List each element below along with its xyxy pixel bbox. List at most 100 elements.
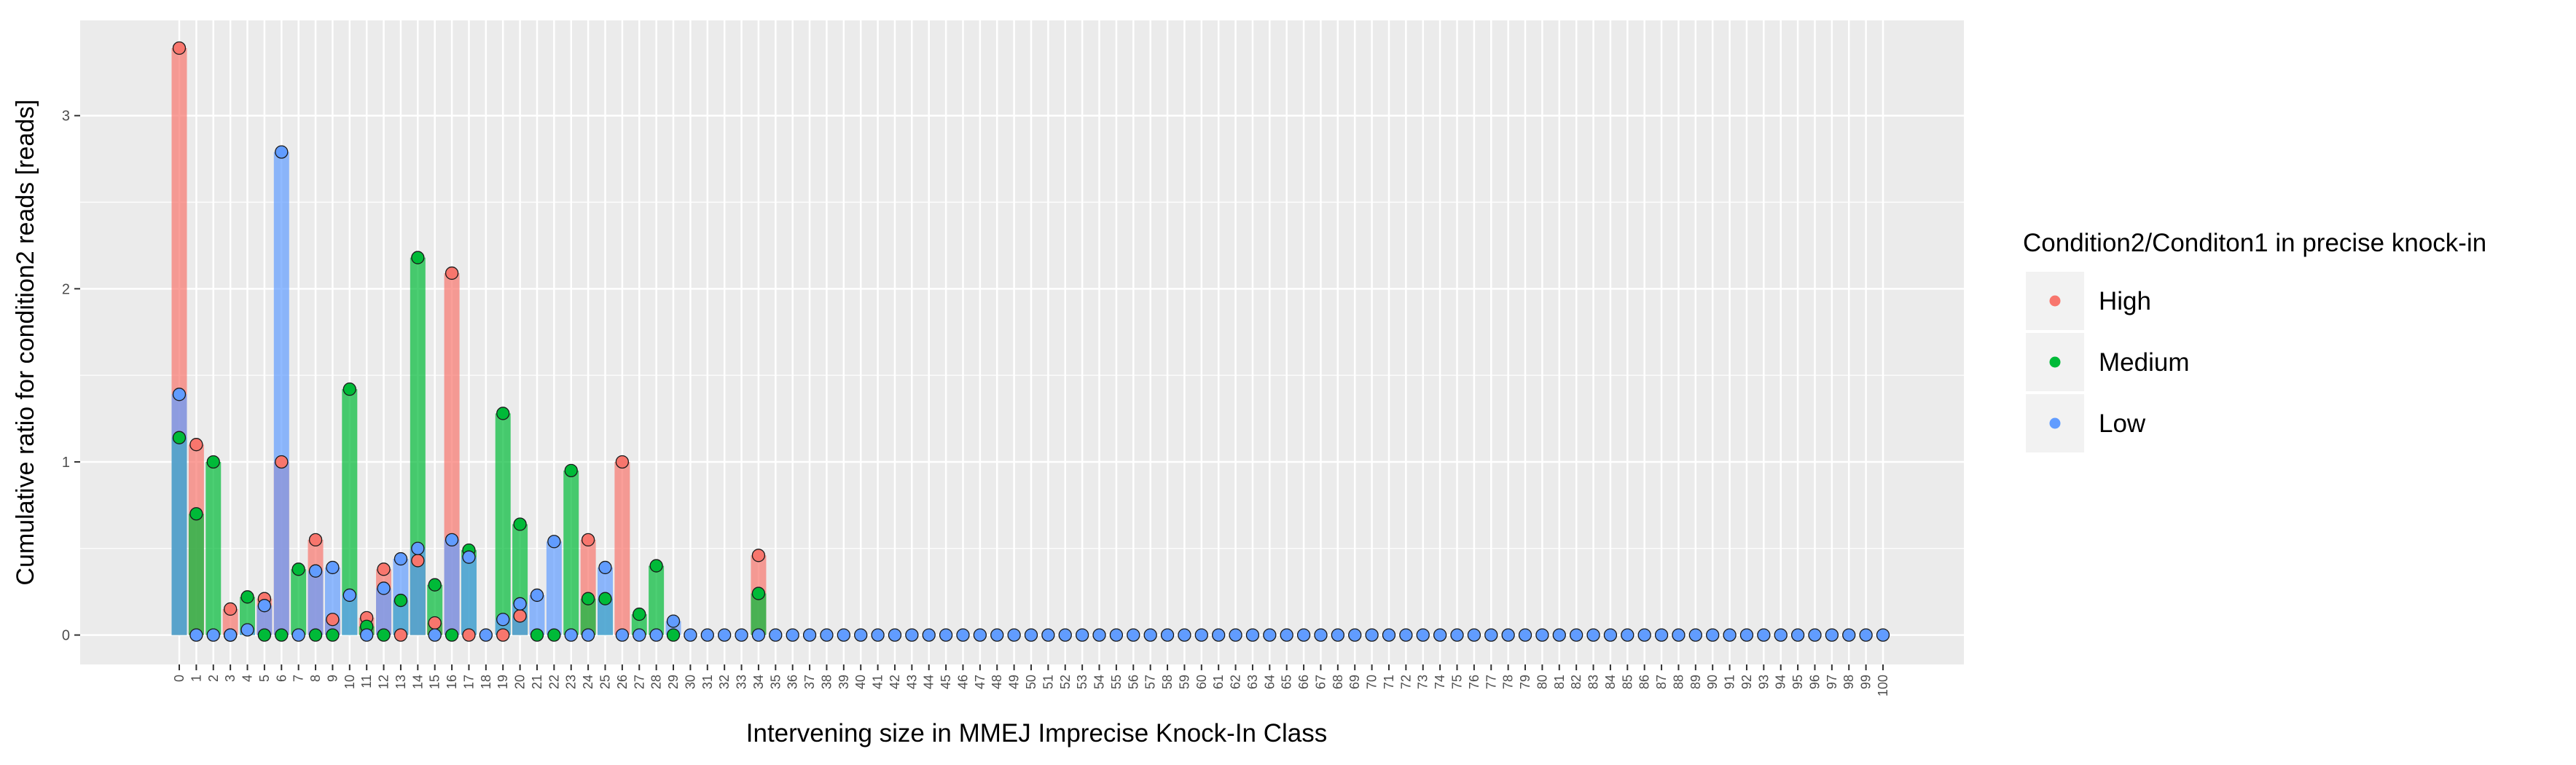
point-low: [1365, 628, 1379, 642]
point-low: [649, 628, 663, 642]
x-tick-label: 15: [428, 675, 442, 689]
bar-medium: [495, 413, 511, 635]
point-low: [973, 628, 987, 642]
x-tick-label: 5: [257, 675, 272, 682]
x-tick-label: 91: [1723, 675, 1737, 689]
point-medium: [581, 592, 595, 605]
x-tick-label: 98: [1841, 675, 1856, 689]
x-tick-label: 82: [1569, 675, 1583, 689]
x-tick-label: 33: [735, 675, 749, 689]
x-tick-label: 37: [802, 675, 817, 689]
point-medium: [206, 455, 220, 469]
point-low: [1825, 628, 1839, 642]
x-tick-label: 25: [598, 675, 613, 689]
point-low: [854, 628, 868, 642]
point-low: [1024, 628, 1038, 642]
point-low: [1790, 628, 1805, 642]
bar-low: [529, 595, 545, 635]
point-low: [666, 614, 681, 628]
bar-low: [171, 394, 187, 635]
bar-high: [222, 608, 238, 635]
x-tick-label: 94: [1774, 675, 1788, 689]
point-medium: [633, 607, 646, 621]
x-tick-label: 7: [291, 675, 306, 682]
point-medium: [172, 431, 187, 444]
point-low: [598, 560, 612, 575]
point-high: [581, 533, 595, 547]
x-tick-label: 36: [786, 675, 800, 689]
x-tick-label: 59: [1177, 675, 1191, 689]
x-tick-label: 3: [223, 675, 238, 682]
point-low: [1348, 628, 1362, 642]
x-tick-label: 63: [1245, 675, 1260, 689]
point-low: [1501, 628, 1515, 642]
x-axis: 0 1 2 3 4 5 6 7 8 9 10 11 12 13 14 15 16 17 18 19 20 21 22 23 24…: [172, 664, 1890, 697]
bar-medium: [188, 514, 204, 635]
point-low: [1382, 628, 1396, 642]
x-tick-label: 34: [751, 675, 766, 689]
point-low: [1688, 628, 1702, 642]
point-low: [189, 628, 203, 642]
x-tick-label: 90: [1705, 675, 1720, 689]
point-low: [1399, 628, 1413, 642]
x-tick-label: 1: [189, 675, 203, 682]
y-tick-label: 1: [62, 455, 70, 471]
point-low: [1433, 628, 1447, 642]
x-tick-label: 60: [1194, 675, 1209, 689]
point-high: [496, 628, 510, 642]
x-tick-label: 74: [1433, 675, 1447, 689]
x-tick-label: 10: [342, 675, 357, 689]
x-tick-label: 27: [632, 675, 646, 689]
x-tick-label: 39: [837, 675, 851, 689]
x-tick-label: 89: [1688, 675, 1703, 689]
point-low: [342, 588, 356, 603]
point-low: [1535, 628, 1549, 642]
x-tick-label: 73: [1416, 675, 1430, 689]
x-tick-label: 18: [479, 675, 493, 689]
x-tick-label: 26: [615, 675, 630, 689]
x-tick-label: 62: [1229, 675, 1243, 689]
x-tick-label: 9: [325, 675, 340, 682]
bar-medium: [751, 593, 767, 635]
x-tick-label: 0: [172, 675, 187, 682]
point-low: [1876, 628, 1890, 642]
point-low: [360, 628, 374, 642]
point-low: [564, 628, 578, 642]
x-tick-label: 21: [530, 675, 544, 689]
bar-low: [342, 595, 358, 635]
point-medium: [326, 628, 340, 642]
x-tick-label: 28: [649, 675, 664, 689]
point-low: [581, 628, 595, 642]
x-tick-label: 75: [1450, 675, 1465, 689]
point-high: [411, 554, 425, 568]
x-tick-label: 14: [410, 675, 425, 689]
point-low: [633, 628, 646, 642]
bar-low: [308, 570, 324, 635]
point-low: [547, 535, 561, 549]
bar-medium: [410, 257, 426, 635]
bar-low: [461, 557, 477, 635]
point-low: [1229, 628, 1242, 642]
bar-medium: [291, 569, 307, 635]
point-low: [769, 628, 783, 642]
point-low: [1603, 628, 1618, 642]
point-low: [1212, 628, 1226, 642]
x-tick-label: 24: [581, 675, 595, 689]
point-low: [308, 564, 323, 578]
x-tick-label: 44: [922, 675, 936, 689]
y-axis-title: Cumulative ratio for condition2 reads [r…: [12, 99, 39, 585]
point-low: [718, 628, 732, 642]
point-low: [1331, 628, 1344, 642]
bar-low: [273, 152, 289, 635]
plot-panel: [80, 20, 1964, 664]
y-axis: 0 1 2 3: [62, 109, 80, 644]
bar-low: [444, 539, 460, 635]
point-low: [496, 613, 510, 627]
point-high: [513, 609, 527, 623]
point-medium: [530, 628, 544, 642]
x-tick-label: 16: [445, 675, 459, 689]
x-tick-label: 87: [1654, 675, 1669, 689]
grid-major: [80, 20, 1964, 664]
point-low: [1570, 628, 1583, 642]
bar-medium: [342, 389, 358, 635]
